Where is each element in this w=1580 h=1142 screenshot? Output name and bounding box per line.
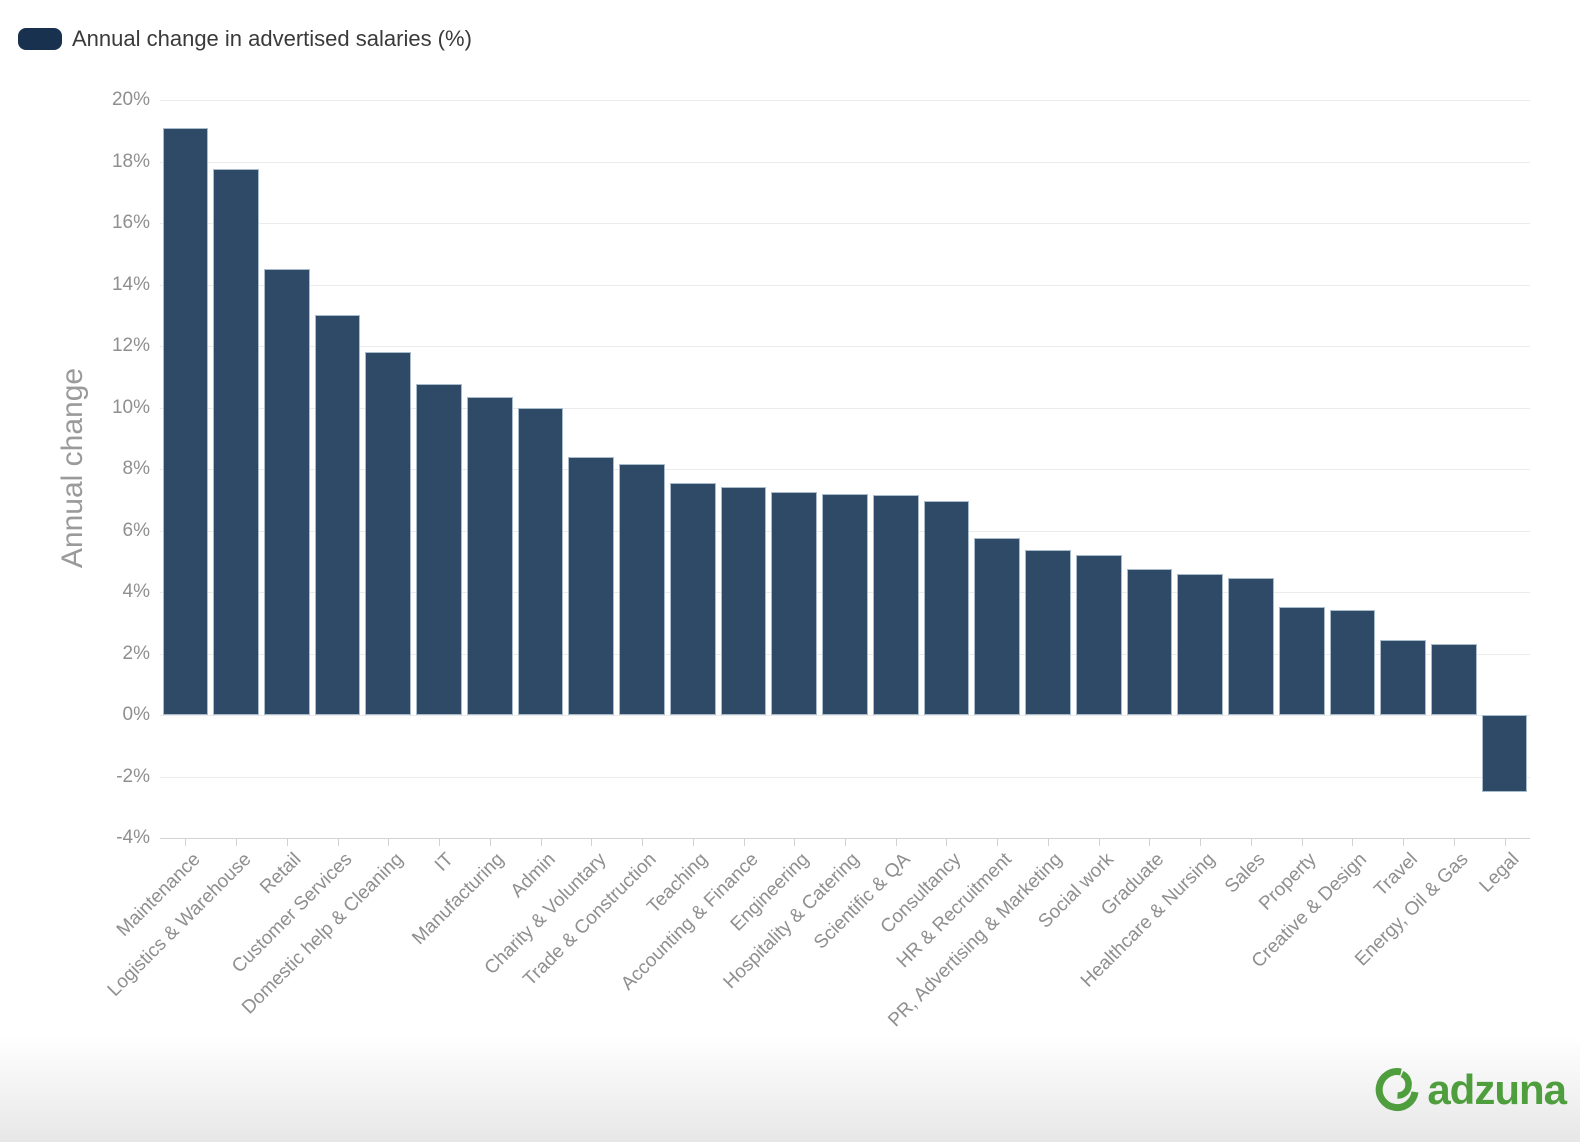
adzuna-logo-text: adzuna — [1427, 1066, 1567, 1113]
x-axis-tick — [1250, 839, 1252, 846]
chart-bar[interactable] — [619, 464, 665, 715]
chart-bar[interactable] — [365, 352, 412, 715]
x-axis-tick — [1403, 839, 1405, 846]
y-axis-tick-label: 4% — [122, 581, 150, 602]
y-axis-tick-label: 0% — [122, 704, 150, 725]
x-axis-tick — [895, 839, 897, 846]
y-axis-tick-label: 14% — [111, 273, 150, 295]
x-axis-tick — [997, 839, 999, 846]
chart-bar[interactable] — [974, 538, 1021, 715]
x-axis-tick — [1149, 839, 1151, 846]
x-axis-tick — [1047, 839, 1049, 846]
y-axis-tick-label: 8% — [122, 458, 150, 479]
x-axis-line — [160, 838, 1530, 839]
y-axis-tick-label: -2% — [116, 765, 150, 787]
y-axis-tick-label: 12% — [111, 335, 150, 356]
chart-bar[interactable] — [1278, 607, 1325, 715]
gridline — [160, 223, 1530, 224]
adzuna-logo-icon — [1376, 1068, 1419, 1112]
y-axis-tick-label: 10% — [111, 396, 150, 418]
x-axis-tick — [1200, 839, 1202, 846]
gridline — [160, 284, 1530, 286]
gridline — [160, 346, 1530, 347]
gridline — [160, 776, 1530, 778]
x-axis-tick — [1301, 839, 1303, 846]
chart-bar[interactable] — [1177, 573, 1224, 715]
x-axis-tick — [591, 839, 593, 846]
x-axis-category-label-text: Manufacturing — [408, 849, 509, 949]
x-axis-tick — [794, 839, 796, 846]
gridline — [160, 715, 1530, 716]
adzuna-logo[interactable]: adzuna — [1373, 1066, 1567, 1114]
chart-bar[interactable] — [1228, 578, 1274, 715]
gridline — [160, 161, 1530, 163]
chart-bar[interactable] — [822, 493, 868, 715]
chart-bar[interactable] — [1380, 639, 1426, 715]
y-axis-tick-label: 6% — [122, 519, 150, 541]
chart-bar[interactable] — [263, 269, 310, 715]
x-axis-tick — [1098, 839, 1100, 846]
chart-bar[interactable] — [213, 169, 259, 715]
chart-bar[interactable] — [669, 482, 716, 715]
x-axis-tick — [1352, 839, 1354, 846]
chart-bar[interactable] — [872, 495, 919, 715]
x-axis-category-label-text: IT — [431, 849, 458, 876]
x-axis-tick — [845, 839, 846, 846]
x-axis-tick — [540, 839, 542, 846]
x-axis-tick — [236, 839, 238, 846]
y-axis-tick-label: 18% — [111, 150, 150, 172]
chart-bar[interactable] — [416, 384, 462, 715]
chart-bar[interactable] — [517, 407, 564, 715]
chart-bar[interactable] — [314, 315, 361, 715]
legend-label: Annual change in advertised salaries (%) — [72, 26, 472, 51]
chart-bar[interactable] — [162, 127, 209, 715]
legend-swatch — [18, 28, 62, 50]
gridline — [160, 407, 1530, 409]
x-axis-tick — [489, 839, 491, 846]
chart-bar[interactable] — [1126, 568, 1173, 715]
x-axis-tick — [946, 839, 948, 846]
gridline — [160, 100, 1530, 101]
legend-item[interactable]: Annual change in advertised salaries (%) — [18, 26, 472, 52]
x-axis-tick — [1504, 839, 1506, 846]
x-axis-tick — [388, 839, 390, 846]
x-axis-tick — [439, 839, 441, 846]
gridline — [160, 469, 1530, 470]
y-axis-tick-label: -4% — [116, 827, 150, 848]
chart-bar[interactable] — [1481, 715, 1528, 792]
x-axis-tick — [286, 839, 288, 846]
y-axis-tick-label: 16% — [111, 212, 150, 233]
y-axis-tick-label: 2% — [122, 642, 150, 664]
y-axis-tick-label: 20% — [111, 89, 150, 110]
x-axis-category-label-text: Legal — [1475, 849, 1524, 897]
x-axis-tick — [642, 839, 644, 846]
chart-bar[interactable] — [1025, 550, 1071, 715]
x-axis-tick — [692, 839, 694, 846]
x-axis-tick — [337, 839, 339, 846]
chart-bar[interactable] — [771, 492, 818, 715]
x-axis-tick — [743, 839, 745, 846]
chart-bar[interactable] — [466, 396, 513, 715]
chart-bar[interactable] — [1431, 644, 1477, 715]
chart-bar[interactable] — [1075, 555, 1122, 715]
chart-bar[interactable] — [1329, 610, 1376, 715]
x-axis-tick — [1453, 839, 1455, 846]
chart-bar[interactable] — [720, 487, 767, 715]
chart-bar[interactable] — [923, 501, 970, 715]
x-axis-tick — [185, 839, 187, 846]
chart-bar[interactable] — [568, 456, 615, 715]
